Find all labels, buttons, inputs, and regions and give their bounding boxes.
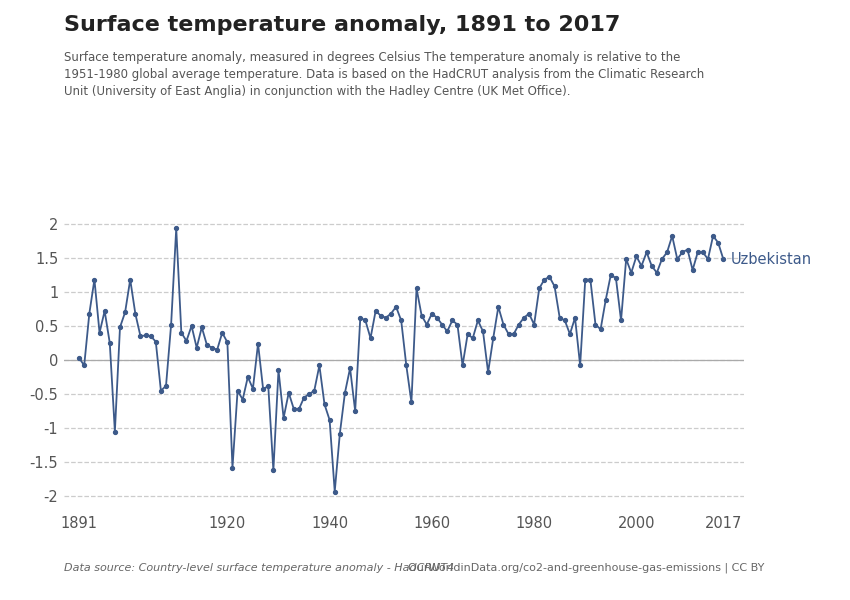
Text: Surface temperature anomaly, 1891 to 2017: Surface temperature anomaly, 1891 to 201… <box>64 15 620 35</box>
Text: Data source: Country-level surface temperature anomaly - HadCRUT4: Data source: Country-level surface tempe… <box>64 563 454 573</box>
Text: Surface temperature anomaly, measured in degrees Celsius The temperature anomaly: Surface temperature anomaly, measured in… <box>64 51 704 98</box>
Text: OurWorldinData.org/co2-and-greenhouse-gas-emissions | CC BY: OurWorldinData.org/co2-and-greenhouse-ga… <box>408 563 764 573</box>
Text: Our World: Our World <box>718 22 782 32</box>
Text: in Data: in Data <box>728 43 773 53</box>
Text: Uzbekistan: Uzbekistan <box>731 251 812 266</box>
